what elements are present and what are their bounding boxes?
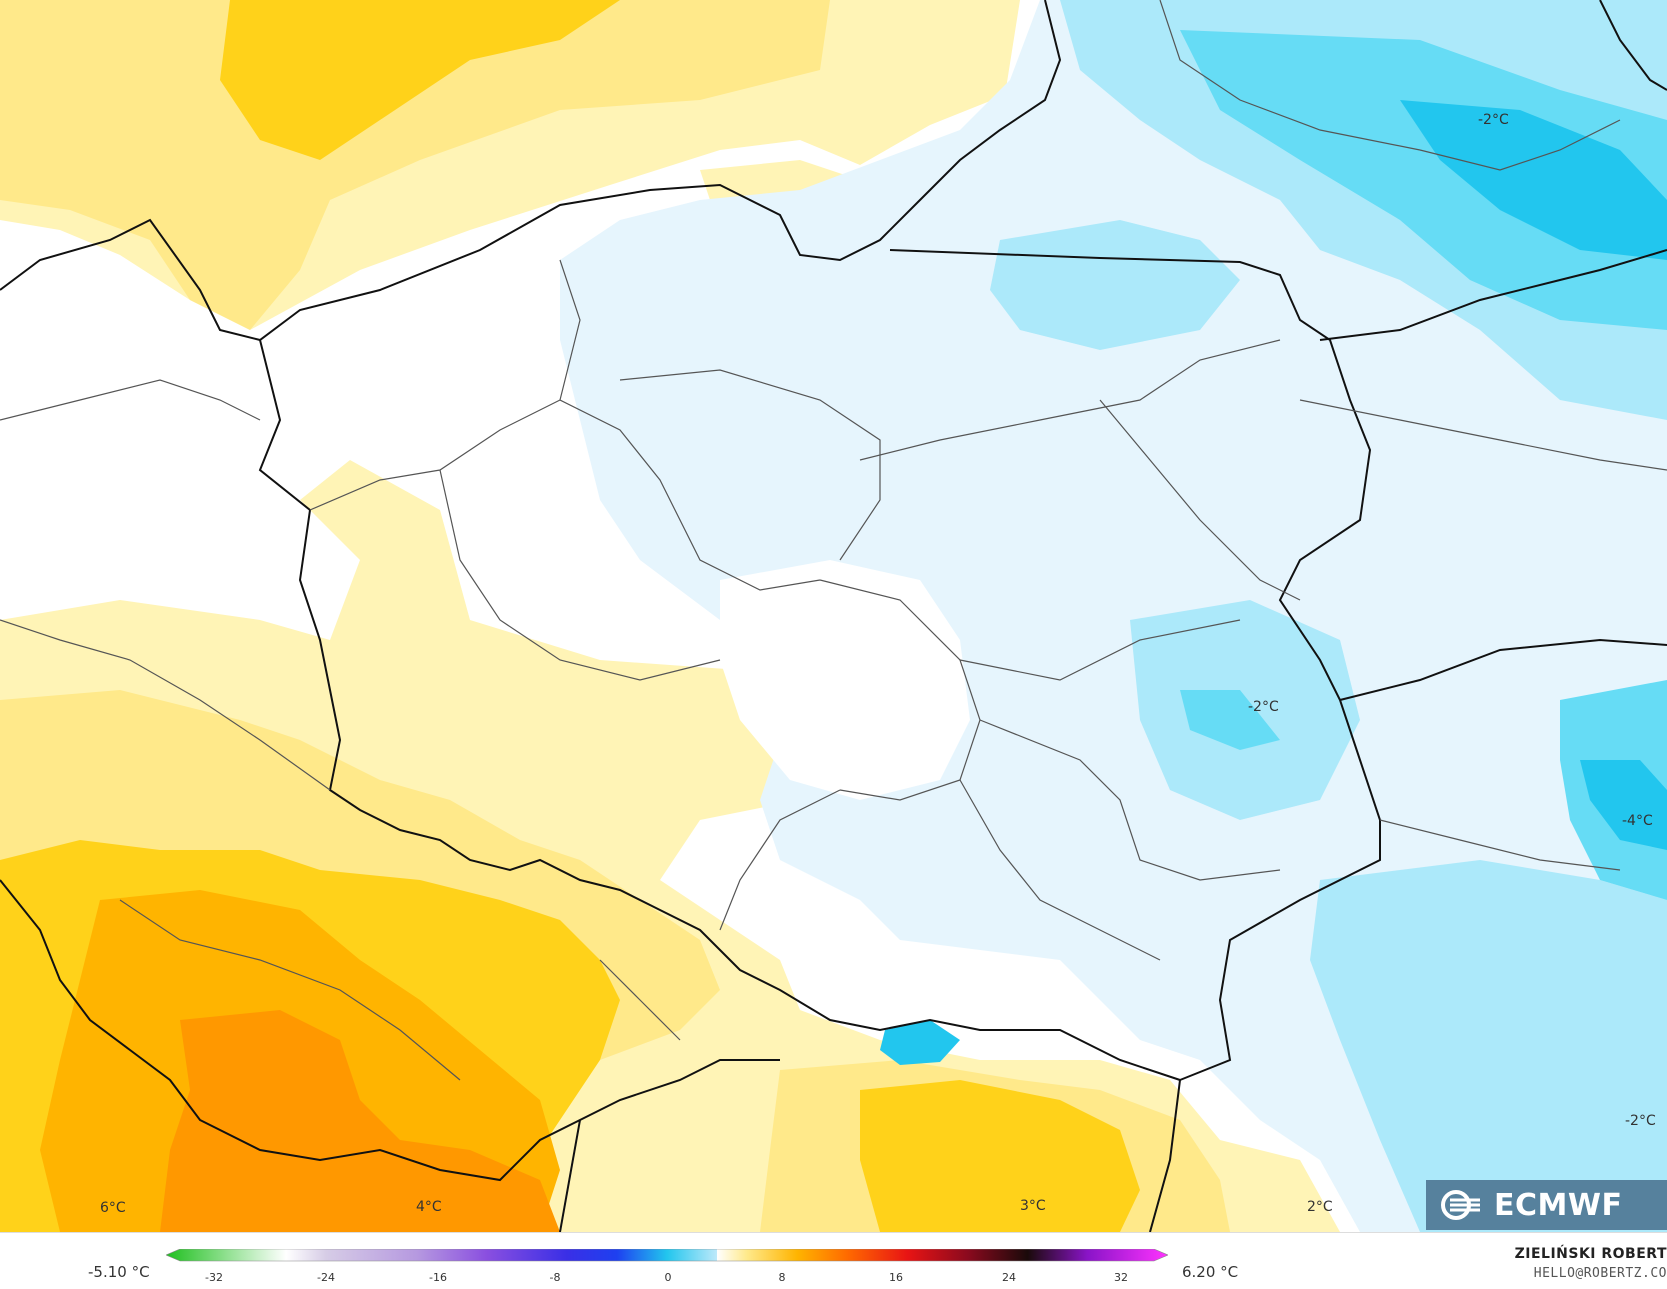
region-line-13 (0, 619, 331, 791)
map-canvas: -2°C -2°C -4°C -2°C 6°C 4°C 3°C 2°C (0, 0, 1667, 1232)
region-line-16 (1159, 0, 1421, 151)
warm-zones (0, 0, 1340, 1232)
colorbar: -32 -24 -16 -8 0 8 16 24 32 (165, 1248, 1169, 1284)
region-line-3 (859, 339, 1281, 461)
contour-label: -2°C (1248, 699, 1279, 715)
cold-zone-southeast-core (1580, 760, 1667, 850)
cold-zone-southeast (1310, 860, 1667, 1232)
region-line-1 (559, 259, 821, 591)
border-ukraine-hungary (1149, 1079, 1181, 1232)
region-line-2 (619, 369, 881, 561)
legend-tick: -16 (429, 1271, 447, 1284)
warm-zone-northwest-2 (0, 0, 830, 330)
regional-borders (0, 0, 1667, 1081)
contour-label: 6°C (100, 1200, 126, 1216)
contour-label: -2°C (1625, 1113, 1656, 1129)
region-line-7 (979, 719, 1281, 881)
border-slovakia-hungary (559, 1119, 581, 1232)
border-poland-east (889, 249, 1381, 1081)
region-line-15 (1379, 819, 1621, 871)
cold-zone-tatra (880, 1020, 960, 1065)
region-line-10 (439, 469, 721, 681)
border-ukraine-belarus (1339, 638, 1667, 701)
border-russia-north (1599, 0, 1667, 91)
cold-zone-east-core (1180, 690, 1280, 750)
legend-tick: 16 (889, 1271, 903, 1284)
baltic-coastline (0, 0, 1062, 342)
colorbar-bar (165, 1248, 1169, 1262)
ecmwf-logo: ECMWF (1426, 1180, 1667, 1230)
cold-zone-northeast-2 (1180, 30, 1667, 330)
color-legend: -32 -24 -16 -8 0 8 16 24 32 (165, 1248, 1169, 1289)
region-line-17 (1419, 119, 1621, 171)
legend-tick: -32 (205, 1271, 223, 1284)
region-line-19 (599, 959, 681, 1041)
region-line-9 (959, 779, 1161, 961)
legend-tick: 24 (1002, 1271, 1016, 1284)
legend-max-value: 6.20 °C (1182, 1263, 1239, 1281)
legend-tick: -24 (317, 1271, 335, 1284)
ecmwf-logo-text: ECMWF (1494, 1187, 1623, 1223)
contour-label: -2°C (1478, 112, 1509, 128)
legend-tick: 8 (779, 1271, 786, 1284)
warm-zone-north-core (220, 0, 620, 160)
region-line-12 (0, 379, 261, 421)
legend-min-value: -5.10 °C (88, 1263, 150, 1281)
ecmwf-logo-icon (1441, 1190, 1480, 1220)
region-line-6 (959, 619, 1241, 681)
contour-labels: -2°C -2°C -4°C -2°C 6°C 4°C 3°C 2°C (100, 112, 1656, 1216)
cold-zone-northeast-core (1400, 100, 1667, 260)
cold-zone-central-north (990, 220, 1240, 350)
border-poland-south-west (258, 339, 1181, 1081)
legend-tick: 32 (1114, 1271, 1128, 1284)
region-line-11 (309, 399, 561, 511)
legend-tick: 0 (665, 1271, 672, 1284)
warm-zone-carpathian-core (860, 1080, 1140, 1232)
region-line-8 (719, 789, 841, 931)
legend-tick: -8 (550, 1271, 561, 1284)
author-email: HELLO@ROBERTZ.CO (1533, 1266, 1667, 1281)
region-line-14 (1299, 399, 1667, 471)
border-belarus-north (1319, 249, 1667, 341)
national-borders (0, 0, 1667, 1232)
neutral-zone-central (720, 560, 970, 800)
contour-label: 3°C (1020, 1198, 1046, 1214)
contour-label: 4°C (416, 1199, 442, 1215)
region-line-18 (119, 899, 461, 1081)
contour-label: 2°C (1307, 1199, 1333, 1215)
cold-zones (560, 0, 1667, 1232)
border-czech-austria (0, 879, 780, 1182)
temperature-anomaly-map: -2°C -2°C -4°C -2°C 6°C 4°C 3°C 2°C ECMW… (0, 0, 1667, 1232)
author-credit: ZIELIŃSKI ROBERT (1514, 1246, 1667, 1262)
warm-zone-south-core (160, 1010, 560, 1232)
region-line-4 (1099, 399, 1301, 601)
contour-label: -4°C (1622, 813, 1653, 829)
